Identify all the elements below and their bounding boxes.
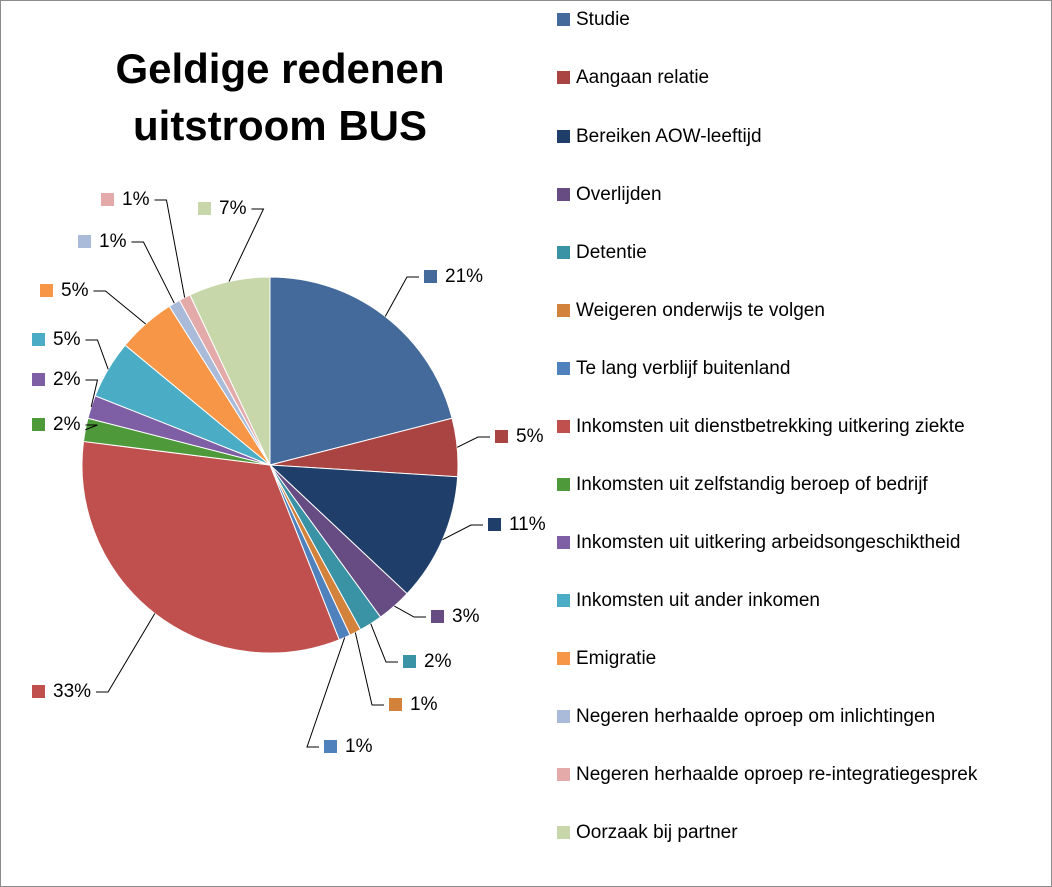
data-label: 1% bbox=[345, 736, 373, 757]
legend-item: Inkomsten uit dienstbetrekking uitkering… bbox=[557, 412, 1037, 441]
data-label: 1% bbox=[410, 694, 438, 715]
legend-label: Weigeren onderwijs te volgen bbox=[576, 300, 825, 321]
label-swatch bbox=[32, 418, 45, 431]
leader-line bbox=[456, 436, 490, 448]
pie-slice bbox=[268, 464, 459, 595]
data-label: 33% bbox=[53, 681, 91, 702]
legend-label: Detentie bbox=[576, 242, 647, 263]
legend-label: Inkomsten uit zelfstandig beroep of bedr… bbox=[576, 474, 928, 495]
legend-label: Negeren herhaalde oproep re-integratiege… bbox=[576, 764, 978, 785]
leader-line bbox=[85, 424, 98, 431]
legend-label: Studie bbox=[576, 9, 630, 30]
pie-slice bbox=[81, 440, 340, 654]
label-swatch bbox=[495, 430, 508, 443]
legend-swatch bbox=[557, 768, 570, 781]
legend-label: Aangaan relatie bbox=[576, 67, 710, 88]
legend-item: Detentie bbox=[557, 238, 1037, 267]
data-label: 2% bbox=[53, 369, 81, 390]
leader-line bbox=[306, 637, 346, 748]
data-label: 21% bbox=[445, 266, 483, 287]
legend-item: Inkomsten uit uitkering arbeidsongeschik… bbox=[557, 528, 1037, 557]
leader-line bbox=[370, 623, 398, 663]
legend-swatch bbox=[557, 71, 570, 84]
legend-swatch bbox=[557, 710, 570, 723]
label-swatch bbox=[424, 270, 437, 283]
legend-swatch bbox=[557, 420, 570, 433]
data-label: 3% bbox=[452, 606, 480, 627]
legend-item: Emigratie bbox=[557, 644, 1037, 673]
legend-swatch bbox=[557, 13, 570, 26]
leader-line bbox=[96, 613, 156, 693]
data-label: 2% bbox=[424, 651, 452, 672]
legend-item: Inkomsten uit ander inkomen bbox=[557, 586, 1037, 615]
legend-swatch bbox=[557, 362, 570, 375]
leader-line bbox=[85, 339, 109, 370]
legend-swatch bbox=[557, 826, 570, 839]
leader-line bbox=[93, 290, 146, 325]
label-swatch bbox=[32, 373, 45, 386]
leader-line bbox=[228, 208, 265, 282]
legend-label: Emigratie bbox=[576, 648, 657, 669]
label-swatch bbox=[32, 685, 45, 698]
label-swatch bbox=[101, 193, 114, 206]
legend-item: Studie bbox=[557, 5, 1037, 34]
data-label: 11% bbox=[509, 514, 546, 535]
legend-item: Negeren herhaalde oproep re-integratiege… bbox=[557, 760, 1037, 789]
legend-label: Bereiken AOW-leeftijd bbox=[576, 126, 762, 147]
legend-label: Te lang verblijf buitenland bbox=[576, 358, 791, 379]
data-label: 1% bbox=[99, 231, 127, 252]
legend-swatch bbox=[557, 188, 570, 201]
leader-line bbox=[154, 199, 186, 298]
legend-swatch bbox=[557, 536, 570, 549]
legend-swatch bbox=[557, 304, 570, 317]
leader-line bbox=[442, 524, 483, 541]
legend-item: Overlijden bbox=[557, 180, 1037, 209]
label-swatch bbox=[403, 655, 416, 668]
label-swatch bbox=[198, 202, 211, 215]
leader-line bbox=[131, 241, 175, 304]
data-label: 1% bbox=[122, 189, 150, 210]
data-label: 7% bbox=[219, 198, 247, 219]
data-label: 5% bbox=[53, 329, 81, 350]
chart-title: Geldige redenen uitstroom BUS bbox=[115, 45, 445, 149]
label-swatch bbox=[488, 518, 501, 531]
legend-label: Negeren herhaalde oproep om inlichtingen bbox=[576, 706, 936, 727]
label-swatch bbox=[431, 610, 444, 623]
legend-item: Bereiken AOW-leeftijd bbox=[557, 122, 1037, 151]
legend-label: Overlijden bbox=[576, 184, 662, 205]
legend-swatch bbox=[557, 246, 570, 259]
legend-swatch bbox=[557, 478, 570, 491]
legend-item: Weigeren onderwijs te volgen bbox=[557, 296, 1037, 325]
label-swatch bbox=[32, 333, 45, 346]
data-label: 5% bbox=[61, 280, 89, 301]
legend-swatch bbox=[557, 652, 570, 665]
legend-label: Inkomsten uit ander inkomen bbox=[576, 590, 820, 611]
label-swatch bbox=[389, 698, 402, 711]
leader-line bbox=[354, 632, 384, 706]
legend-item: Aangaan relatie bbox=[557, 63, 1037, 92]
data-label: 2% bbox=[53, 414, 81, 435]
label-swatch bbox=[324, 740, 337, 753]
leader-line bbox=[394, 605, 426, 618]
legend-item: Negeren herhaalde oproep om inlichtingen bbox=[557, 702, 1037, 731]
label-swatch bbox=[40, 284, 53, 297]
legend-label: Inkomsten uit dienstbetrekking uitkering… bbox=[576, 416, 965, 437]
legend-item: Te lang verblijf buitenland bbox=[557, 354, 1037, 383]
legend-item: Oorzaak bij partner bbox=[557, 818, 1037, 847]
label-swatch bbox=[78, 235, 91, 248]
legend-label: Oorzaak bij partner bbox=[576, 822, 738, 843]
data-label: 5% bbox=[516, 426, 544, 447]
legend-item: Inkomsten uit zelfstandig beroep of bedr… bbox=[557, 470, 1037, 499]
legend-swatch bbox=[557, 130, 570, 143]
leader-line bbox=[384, 276, 419, 317]
pie-slice bbox=[189, 276, 271, 466]
legend-label: Inkomsten uit uitkering arbeidsongeschik… bbox=[576, 532, 961, 553]
leader-line bbox=[85, 379, 99, 408]
legend-swatch bbox=[557, 594, 570, 607]
